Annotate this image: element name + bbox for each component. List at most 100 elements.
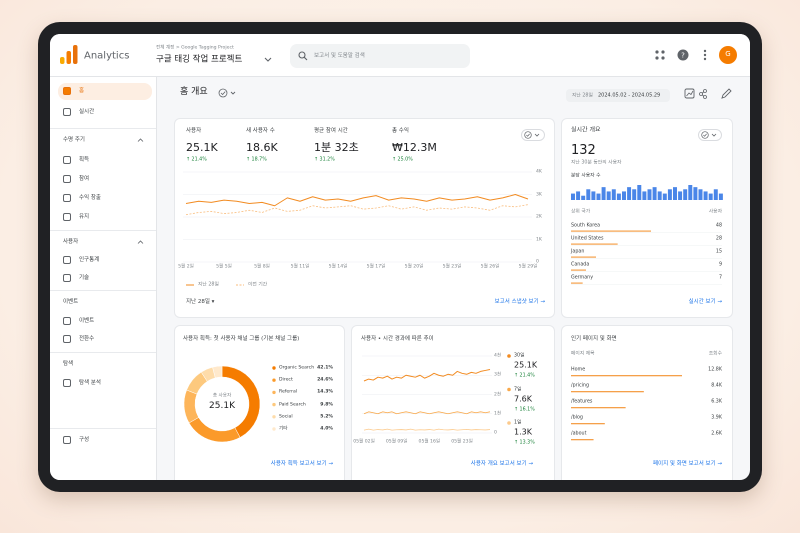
app-name: Analytics xyxy=(84,50,130,62)
card-title: 사용자 획득: 첫 사용자 채널 그룹 (기본 채널 그룹) xyxy=(183,335,300,342)
section-chevron xyxy=(137,240,144,244)
overview-compare-toggle[interactable] xyxy=(521,129,545,141)
realtime-compare-toggle[interactable] xyxy=(698,129,722,141)
page-views: 3.9K xyxy=(711,415,722,421)
nav-icon xyxy=(63,317,71,325)
views-bar xyxy=(571,391,644,393)
bar xyxy=(718,193,723,200)
nav-item[interactable]: 획득 xyxy=(79,156,90,163)
report-link[interactable]: 사용자 개요 보고서 보기 → xyxy=(470,460,533,467)
country-name: Germany xyxy=(571,275,594,281)
svg-text:?: ? xyxy=(681,52,685,60)
bar xyxy=(581,195,586,200)
legend-label: Referral xyxy=(279,389,298,395)
avatar[interactable] xyxy=(719,46,737,64)
donut-slice xyxy=(188,417,241,443)
nav-section: 수명 주기 xyxy=(63,136,85,143)
search-placeholder: 보고서 및 도움말 검색 xyxy=(314,52,365,59)
bar xyxy=(642,191,647,200)
page-actions[interactable] xyxy=(684,88,734,100)
property-dropdown[interactable] xyxy=(264,57,272,63)
bar xyxy=(571,193,575,200)
legend-total: 1.3K xyxy=(514,427,532,437)
realtime-subtitle: 지난 30분 동안의 사용자 xyxy=(571,160,622,166)
more-icon[interactable] xyxy=(702,49,708,61)
views-bar xyxy=(571,375,682,377)
legend-label: Direct xyxy=(279,377,293,383)
x-tick-label: 5월 23일 xyxy=(442,264,462,270)
country-value: 9 xyxy=(718,262,722,268)
bar xyxy=(591,191,596,200)
bar xyxy=(611,189,616,200)
x-tick-label: 5월 2일 xyxy=(178,264,194,270)
bar xyxy=(652,187,657,200)
report-link[interactable]: 페이지 및 화면 보고서 보기 → xyxy=(652,460,722,467)
metric-label: 총 수익 xyxy=(392,127,409,134)
nav-icon xyxy=(63,175,71,183)
page-name: /about xyxy=(571,431,587,437)
country-value: 28 xyxy=(715,236,722,242)
country-value: 7 xyxy=(718,275,722,281)
search-box[interactable] xyxy=(290,44,470,68)
nav-item[interactable]: 기술 xyxy=(79,274,90,281)
bar xyxy=(667,189,672,200)
date-range: 2024.05.02 - 2024.05.29 xyxy=(598,91,661,98)
nav-icon xyxy=(63,274,71,282)
card-title: 사용자 • 시간 경과에 따른 추이 xyxy=(361,335,434,342)
nav-item[interactable]: 유지 xyxy=(79,213,90,220)
legend-value: 14.3% xyxy=(317,389,333,395)
nav-item[interactable]: 홈 xyxy=(79,87,85,94)
card-title: 실시간 개요 xyxy=(571,126,601,134)
nav-item[interactable]: 구성 xyxy=(79,436,90,443)
report-link[interactable]: 실시간 보기 → xyxy=(688,298,722,305)
bar xyxy=(657,191,662,200)
x-tick-label: 05월 16일 xyxy=(418,439,441,445)
table-header: 사용자 xyxy=(708,209,722,215)
x-tick-label: 5월 11일 xyxy=(290,264,310,270)
page-views: 12.8K xyxy=(708,367,722,373)
realtime-value: 132 xyxy=(571,142,596,158)
legend-change: ↑ 13.3% xyxy=(514,440,535,446)
views-bar xyxy=(571,423,605,425)
apps-icon[interactable] xyxy=(654,49,666,61)
period-select[interactable]: 지난 28일 ▾ xyxy=(186,298,215,305)
nav-item[interactable]: 실시간 xyxy=(79,108,95,115)
date-range-picker[interactable] xyxy=(566,89,670,102)
nav-section: 이벤트 xyxy=(63,298,79,305)
bar xyxy=(622,191,626,200)
nav-item[interactable]: 탐색 분석 xyxy=(79,379,101,386)
help-icon[interactable]: ? xyxy=(677,49,689,61)
breadcrumb: 전체 계정 > Google Tagging Project xyxy=(156,45,234,51)
nav-item[interactable]: 참여 xyxy=(79,175,90,182)
nav-icon xyxy=(63,156,71,164)
series-line xyxy=(185,194,529,207)
screen: ? Analytics 전체 계정 > Google Tagging Projec… xyxy=(50,34,750,480)
legend-label: Organic Search xyxy=(279,365,315,371)
nav-item[interactable]: 전환수 xyxy=(79,335,95,342)
bar xyxy=(688,185,693,200)
y-tick-label: 0 xyxy=(536,259,539,265)
legend-label: Paid Search xyxy=(279,402,306,408)
section-chevron xyxy=(137,138,144,142)
legend-change: ↑ 21.4% xyxy=(514,373,535,379)
legend-dot xyxy=(272,366,276,370)
sidebar-divider xyxy=(50,352,156,353)
legend-dot xyxy=(507,387,511,392)
metric-change: ↑ 31.2% xyxy=(314,157,335,163)
country-name: Canada xyxy=(571,262,590,268)
bar xyxy=(698,189,703,200)
nav-item[interactable]: 이벤트 xyxy=(79,317,95,324)
report-link[interactable]: 사용자 획득 보고서 보기 → xyxy=(270,460,333,467)
nav-item[interactable]: 수익 창출 xyxy=(79,194,101,201)
bar xyxy=(637,185,642,200)
nav-icon xyxy=(63,108,71,116)
nav-item[interactable]: 인구통계 xyxy=(79,256,100,263)
sidebar-divider xyxy=(50,428,156,429)
report-link[interactable]: 보고서 스냅샷 보기 → xyxy=(494,298,545,305)
title-status[interactable] xyxy=(218,88,238,98)
table-header: 상위 국가 xyxy=(571,209,591,215)
sidebar-divider xyxy=(50,230,156,231)
country-name: United States xyxy=(571,236,604,242)
x-tick-label: 5월 5일 xyxy=(216,264,232,270)
